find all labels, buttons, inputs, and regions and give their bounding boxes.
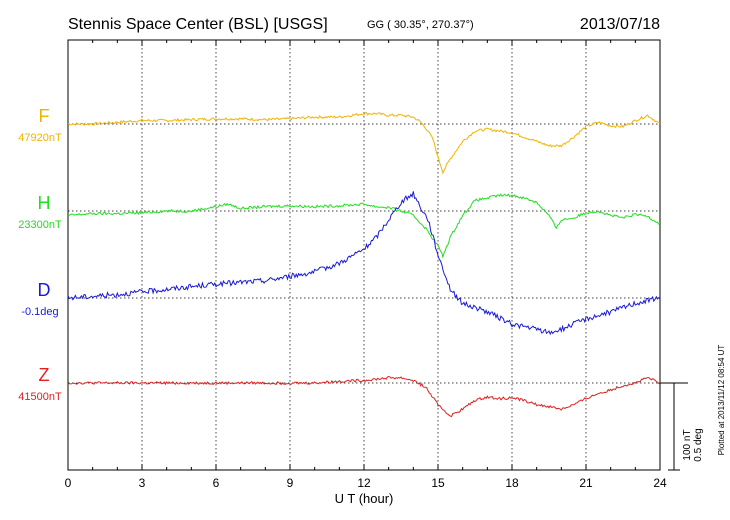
scale-deg-label: 0.5 deg — [693, 428, 704, 461]
series-labels: F 47920nT H 23300nT D -0.1deg Z 41500nT — [18, 106, 62, 403]
series-line-f — [67, 112, 661, 175]
x-axis-ticks: 0 3 6 9 12 15 18 21 24 — [65, 40, 667, 490]
x-tick-label: 6 — [213, 476, 220, 490]
series-baseline-z: 41500nT — [18, 391, 62, 403]
x-tick-label: 18 — [505, 476, 519, 490]
coords-label: GG ( 30.35°, 270.37°) — [367, 19, 474, 31]
scale-nt-label: 100 nT — [682, 429, 693, 460]
x-tick-label: 3 — [139, 476, 146, 490]
series-line-z — [67, 375, 661, 418]
grid-lines — [68, 40, 660, 470]
series-line-h — [67, 193, 661, 260]
x-axis-label: U T (hour) — [335, 491, 394, 506]
series-name-h: H — [38, 193, 51, 213]
plotted-note: Plotted at 2013/11/12 08:54 UT — [717, 345, 726, 456]
x-tick-label: 24 — [653, 476, 667, 490]
scale-bar: 100 nT 0.5 deg — [660, 382, 704, 471]
x-tick-label: 21 — [579, 476, 593, 490]
x-tick-label: 15 — [431, 476, 445, 490]
series-name-z: Z — [39, 365, 50, 385]
series-baseline-f: 47920nT — [18, 132, 62, 144]
x-tick-label: 0 — [65, 476, 72, 490]
series-name-d: D — [38, 280, 51, 300]
series-baseline-h: 23300nT — [18, 219, 62, 231]
series-group — [67, 112, 661, 418]
series-baseline-d: -0.1deg — [21, 306, 58, 318]
series-name-f: F — [39, 106, 50, 126]
series-line-d — [67, 191, 661, 336]
x-tick-label: 12 — [357, 476, 371, 490]
date-label: 2013/07/18 — [580, 16, 660, 33]
x-tick-label: 9 — [287, 476, 294, 490]
station-title: Stennis Space Center (BSL) [USGS] — [68, 16, 328, 33]
